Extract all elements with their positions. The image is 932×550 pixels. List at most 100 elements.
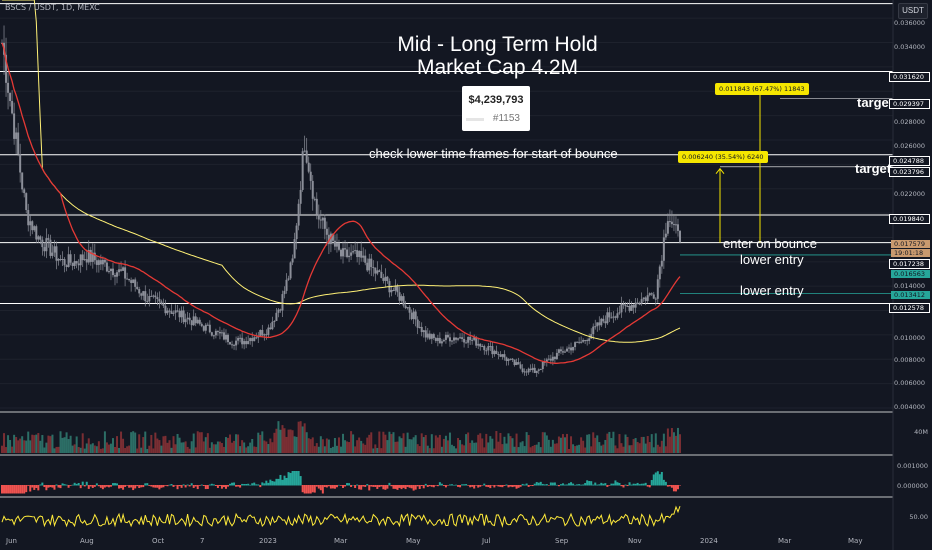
macd-bar bbox=[642, 483, 645, 486]
macd-bar bbox=[487, 485, 490, 488]
volume-bar bbox=[646, 436, 649, 453]
candle-body bbox=[384, 276, 387, 281]
time-tick: Jul bbox=[482, 537, 491, 545]
volume-bar bbox=[160, 445, 163, 453]
macd-axis-label: 0.001000 bbox=[896, 462, 928, 470]
volume-bar bbox=[297, 421, 300, 453]
macd-bar bbox=[610, 483, 613, 486]
volume-bar bbox=[208, 447, 211, 453]
volume-bar bbox=[275, 428, 278, 453]
volume-bar bbox=[285, 436, 288, 453]
candle-body bbox=[81, 254, 84, 261]
volume-bar bbox=[658, 446, 661, 453]
macd-bar bbox=[489, 485, 492, 489]
macd-bar bbox=[85, 481, 88, 486]
macd-bar bbox=[376, 485, 379, 489]
time-tick: Oct bbox=[152, 537, 165, 545]
teal-level-label: 0.016563 bbox=[891, 270, 930, 278]
candle-body bbox=[114, 275, 116, 277]
time-tick: Mar bbox=[334, 537, 348, 545]
volume-bar bbox=[93, 445, 96, 453]
volume-bar bbox=[582, 440, 585, 453]
macd-bar bbox=[392, 485, 395, 489]
price-tick: 0.028000 bbox=[894, 118, 926, 126]
currency-button[interactable]: USDT bbox=[898, 3, 928, 19]
volume-bar bbox=[279, 429, 282, 453]
candle-body bbox=[33, 226, 36, 231]
macd-bar bbox=[160, 485, 163, 488]
macd-bar bbox=[120, 485, 123, 489]
macd-bar bbox=[356, 484, 359, 486]
volume-bar bbox=[267, 444, 270, 453]
macd-bar bbox=[358, 485, 361, 490]
volume-bar bbox=[444, 435, 447, 453]
macd-bar bbox=[644, 482, 647, 486]
measure-box-1[interactable]: 0.011843 (67.47%) 11843 bbox=[715, 83, 809, 95]
candle-body bbox=[283, 290, 286, 295]
candle-body bbox=[368, 258, 371, 271]
macd-bar bbox=[602, 483, 605, 486]
candle-body bbox=[513, 359, 516, 366]
volume-bar bbox=[511, 438, 514, 453]
macd-bar bbox=[162, 485, 165, 488]
volume-bar bbox=[477, 434, 480, 453]
macd-bar bbox=[616, 482, 619, 486]
measure-box-2[interactable]: 0.006240 (35.54%) 6240 bbox=[678, 151, 768, 163]
candle-body bbox=[346, 249, 349, 258]
volume-bar bbox=[463, 445, 466, 453]
time-tick: 2024 bbox=[700, 537, 718, 545]
candle-body bbox=[281, 294, 284, 311]
candle-body bbox=[340, 249, 342, 257]
macd-bar bbox=[527, 485, 530, 487]
candle-body bbox=[628, 305, 631, 311]
price-level-label: 0.023796 bbox=[889, 167, 930, 177]
candle-body bbox=[620, 303, 623, 313]
candle-body bbox=[586, 340, 589, 342]
volume-bar bbox=[340, 446, 342, 453]
macd-bar bbox=[624, 484, 627, 486]
candle-body bbox=[235, 340, 238, 346]
candle-body bbox=[25, 193, 28, 211]
volume-bar bbox=[124, 447, 127, 453]
candle-body bbox=[430, 334, 433, 339]
macd-bar bbox=[525, 483, 528, 486]
candle-body bbox=[572, 347, 575, 351]
volume-bar bbox=[576, 445, 579, 453]
volume-bar bbox=[406, 432, 409, 453]
macd-bar bbox=[604, 483, 607, 486]
macd-bar bbox=[273, 481, 276, 486]
candle-body bbox=[99, 260, 102, 265]
volume-bar bbox=[499, 432, 502, 453]
volume-bar bbox=[73, 444, 76, 453]
volume-bar bbox=[136, 448, 139, 453]
macd-bar bbox=[444, 485, 447, 488]
volume-bar bbox=[628, 445, 631, 453]
volume-bar bbox=[525, 432, 528, 453]
volume-bar bbox=[245, 447, 248, 453]
macd-bar bbox=[178, 485, 181, 487]
volume-bar bbox=[283, 428, 286, 453]
volume-bar bbox=[69, 435, 72, 453]
candle-body bbox=[327, 234, 330, 245]
volume-bar bbox=[176, 433, 179, 453]
volume-bar bbox=[356, 440, 359, 453]
volume-bar bbox=[537, 442, 540, 453]
macd-bar bbox=[638, 484, 641, 486]
macd-bar bbox=[467, 485, 470, 486]
volume-bar bbox=[105, 442, 108, 453]
macd-bar bbox=[386, 485, 389, 489]
volume-bar bbox=[15, 437, 18, 453]
candle-body bbox=[568, 347, 571, 349]
volume-bar bbox=[162, 436, 165, 453]
volume-bar bbox=[109, 443, 112, 453]
market-cap-card: $4,239,793 #1153 bbox=[462, 86, 530, 131]
macd-bar bbox=[57, 485, 60, 488]
volume-bar bbox=[394, 441, 397, 453]
volume-bar bbox=[459, 440, 462, 453]
volume-bar bbox=[491, 438, 494, 453]
macd-bar bbox=[664, 481, 667, 486]
macd-bar bbox=[293, 471, 296, 486]
candle-body bbox=[404, 305, 407, 309]
macd-bar bbox=[303, 485, 306, 494]
candle-body bbox=[559, 349, 562, 352]
